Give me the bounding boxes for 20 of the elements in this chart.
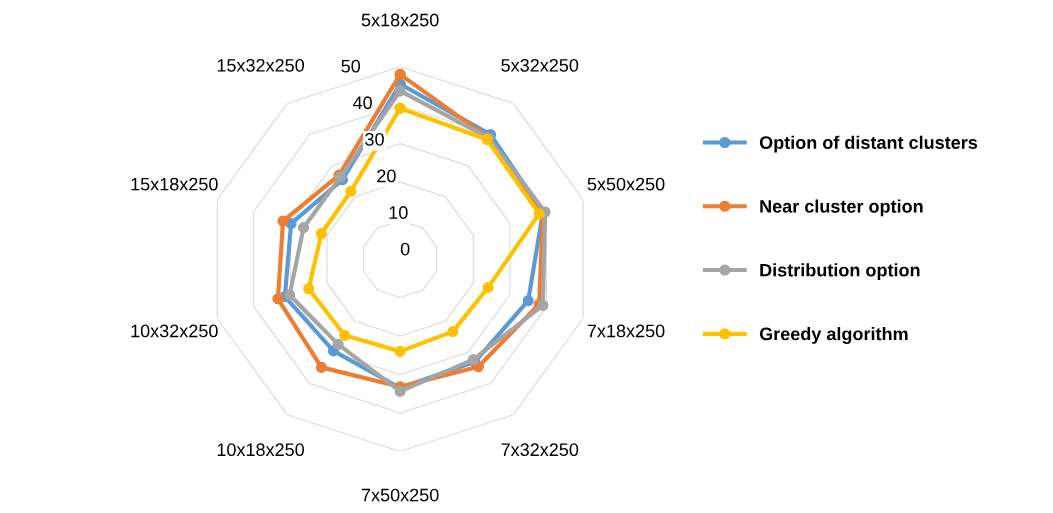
spoke-label: 10x32x250 [131,324,218,338]
legend-label: Near cluster option [760,199,923,217]
spoke-label: 5x50x250 [587,177,665,191]
spoke-label: 7x32x250 [501,443,579,457]
y-tick-label: 10 [389,206,408,219]
y-tick-label: 0 [400,242,410,256]
spoke-label: 5x32x250 [501,58,579,72]
spoke-label: 10x18x250 [217,443,304,457]
spoke-label: 15x18x250 [131,177,218,191]
spoke-label: 15x32x250 [217,58,304,72]
y-tick-label: 40 [353,96,372,110]
spoke-label: 5x18x250 [361,13,439,27]
spoke-label: 7x50x250 [361,488,439,502]
legend-label: Greedy algorithm [759,327,908,344]
spoke-label: 7x18x250 [587,324,665,338]
legend-label: Option of distant clusters [759,135,978,153]
legend-label: Distribution option [760,263,920,281]
y-tick-label: 30 [365,132,384,146]
y-tick-label: 20 [377,169,396,183]
y-tick-label: 50 [341,59,361,73]
